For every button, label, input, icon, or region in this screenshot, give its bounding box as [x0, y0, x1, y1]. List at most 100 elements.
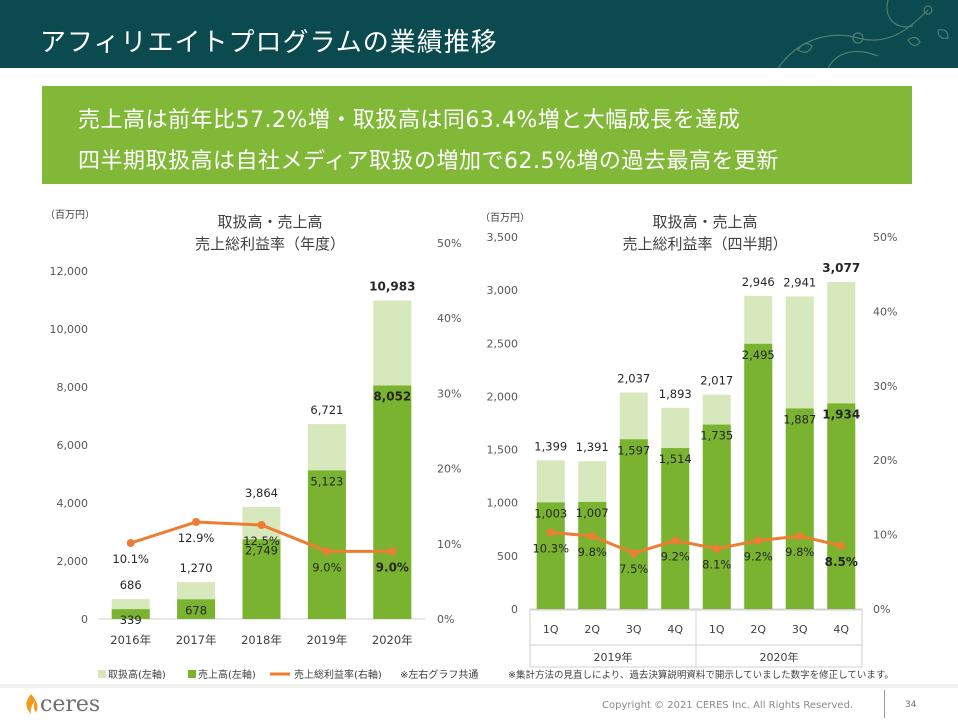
slide-header: アフィリエイトプログラムの業績推移	[0, 0, 958, 68]
x-tick-label: 3Q	[626, 623, 642, 636]
chart-title-line1: 取扱高・売上高	[217, 213, 322, 231]
handled-value-label: 1,391	[576, 440, 609, 454]
y-right-tick: 50%	[437, 237, 461, 250]
sales-bar	[536, 502, 565, 609]
rate-value-label: 9.0%	[376, 560, 409, 574]
sales-bar	[744, 343, 773, 609]
y-left-tick: 3,500	[487, 231, 519, 244]
legend-rate-label: 売上総利益率(右軸)	[294, 668, 382, 681]
y-left-tick: 0	[511, 603, 518, 616]
summary-line-2: 四半期取扱高は自社メディア取扱の増加で62.5%増の過去最高を更新	[78, 149, 779, 174]
sales-bar	[373, 385, 412, 619]
slide-title: アフィリエイトプログラムの業績推移	[40, 28, 498, 58]
rate-value-label: 9.2%	[744, 550, 773, 564]
sales-value-label: 1,934	[822, 407, 860, 421]
sales-bar	[242, 539, 281, 619]
rate-point	[712, 544, 721, 553]
sales-bar	[578, 501, 607, 609]
sales-bar	[702, 424, 731, 609]
summary-line-1: 売上高は前年比57.2%増・取扱高は同63.4%増と大幅成長を達成	[78, 108, 741, 133]
chart-title-line1: 取扱高・売上高	[652, 213, 757, 231]
sales-bar	[177, 599, 216, 619]
rate-value-label: 9.0%	[312, 560, 341, 574]
y-left-tick: 1,000	[487, 497, 519, 510]
legend-note: ※左右グラフ共通	[400, 668, 478, 681]
x-tick-label: 1Q	[709, 623, 725, 636]
handled-value-label: 6,721	[310, 403, 343, 417]
y-right-tick: 10%	[873, 529, 897, 542]
rate-value-label: 9.8%	[578, 545, 607, 559]
rate-value-label: 12.5%	[243, 534, 280, 548]
sales-bar	[111, 609, 150, 619]
handled-value-label: 1,399	[534, 439, 567, 453]
y-right-tick: 40%	[873, 305, 897, 318]
handled-value-label: 1,270	[180, 561, 213, 575]
handled-value-label: 2,037	[617, 371, 650, 385]
rate-point	[671, 536, 680, 545]
rate-point	[126, 539, 135, 548]
sales-bar	[619, 439, 648, 609]
handled-value-label: 3,077	[822, 261, 860, 275]
legend-handled-label: 取扱高(左軸)	[108, 668, 166, 681]
legend-handled-swatch	[98, 670, 106, 678]
y-left-tick: 2,000	[57, 555, 89, 568]
handled-value-label: 2,946	[742, 275, 775, 289]
sales-value-label: 2,749	[245, 543, 278, 557]
y-left-tick: 10,000	[50, 323, 89, 336]
rate-point	[837, 541, 846, 550]
rate-value-label: 10.3%	[532, 541, 569, 555]
rate-value-label: 8.1%	[702, 558, 731, 572]
rate-line	[550, 530, 842, 555]
x-tick-label: 2020年	[372, 633, 413, 647]
ceres-flame-logo-icon	[26, 694, 38, 714]
x-tick-label: 2017年	[176, 633, 217, 647]
sales-value-label: 1,887	[783, 412, 816, 426]
rate-point	[322, 547, 331, 556]
floral-decoration-icon	[777, 0, 949, 68]
sales-value-label: 1,003	[534, 506, 567, 520]
y-right-tick: 0%	[437, 613, 454, 626]
y-right-tick: 20%	[873, 454, 897, 467]
y-right-tick: 50%	[873, 231, 897, 244]
x-tick-label: 4Q	[667, 623, 683, 636]
y-left-tick: 0	[81, 613, 88, 626]
rate-point	[754, 536, 763, 545]
handled-value-label: 2,941	[783, 275, 816, 289]
page-number: 34	[905, 700, 917, 710]
y-right-tick: 30%	[873, 380, 897, 393]
sales-value-label: 339	[120, 613, 142, 627]
rate-value-label: 9.8%	[785, 545, 814, 559]
y-left-tick: 1,500	[487, 444, 519, 457]
footer-rule	[0, 684, 958, 688]
x-tick-label: 2016年	[110, 633, 151, 647]
chart-title-line2: 売上総利益率（年度）	[195, 235, 345, 253]
slide-footer: ceres Copyright © 2021 CERES Inc. All Ri…	[0, 690, 958, 720]
x-tick-label: 2018年	[241, 633, 282, 647]
x-tick-label: 3Q	[792, 623, 808, 636]
x-tick-label: 1Q	[543, 623, 559, 636]
y-left-tick: 500	[497, 550, 518, 563]
handled-value-label: 2,017	[700, 374, 733, 388]
y-right-tick: 40%	[437, 312, 461, 325]
rate-value-label: 10.1%	[112, 552, 149, 566]
rate-point	[257, 521, 266, 529]
sales-value-label: 2,495	[742, 348, 775, 362]
x-tick-label: 2Q	[584, 623, 600, 636]
handled-value-label: 10,983	[369, 279, 415, 293]
footer-divider	[884, 690, 885, 718]
summary-banner: 売上高は前年比57.2%増・取扱高は同63.4%増と大幅成長を達成 四半期取扱高…	[42, 86, 912, 184]
rate-value-label: 7.5%	[619, 562, 648, 576]
y-right-tick: 10%	[437, 538, 461, 551]
sales-value-label: 1,597	[617, 443, 650, 457]
rate-point	[795, 532, 804, 541]
sales-value-label: 5,123	[310, 474, 343, 488]
handled-value-label: 1,893	[659, 387, 692, 401]
y-left-tick: 2,000	[487, 390, 519, 403]
x-tick-label: 4Q	[833, 623, 849, 636]
sales-value-label: 1,007	[576, 506, 609, 520]
sales-value-label: 8,052	[373, 389, 411, 403]
handled-value-label: 686	[120, 578, 142, 592]
y-left-tick: 3,000	[487, 284, 519, 297]
